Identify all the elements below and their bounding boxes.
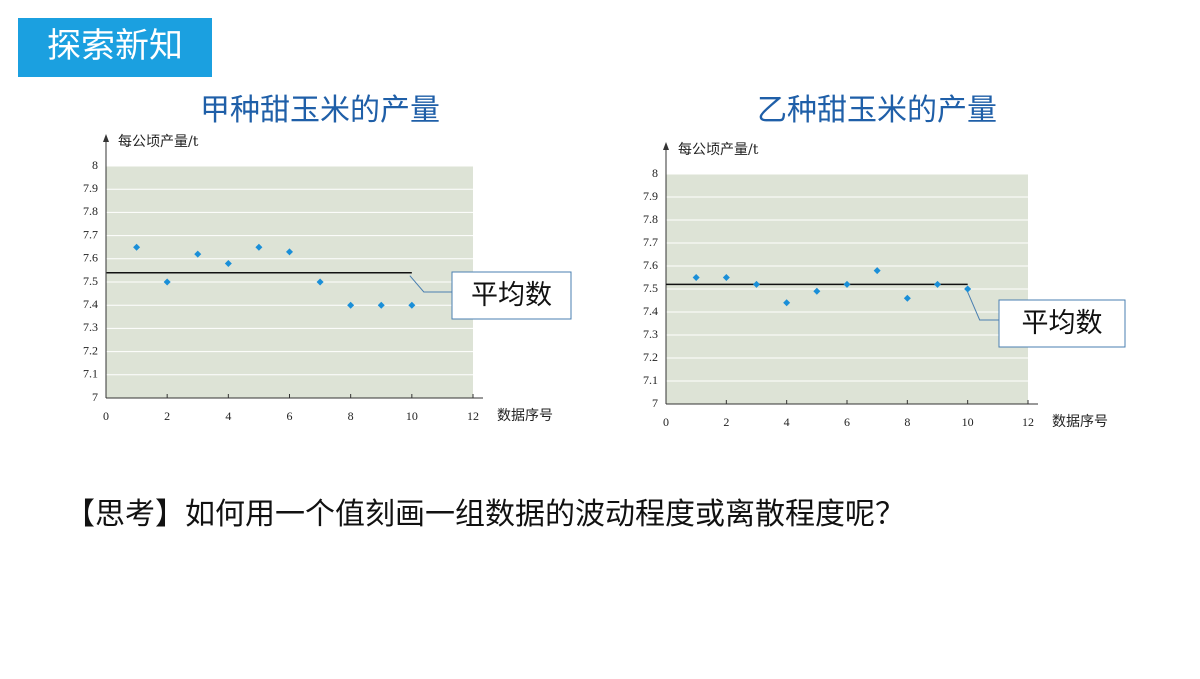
point bbox=[964, 285, 972, 293]
question: 【思考】如何用一个值刻画一组数据的波动程度或离散程度呢？ bbox=[65, 497, 905, 532]
callout-label: 平均数 bbox=[471, 280, 552, 311]
point bbox=[692, 274, 700, 281]
x-tick-label: 8 bbox=[348, 409, 354, 423]
x-tick-label: 2 bbox=[164, 409, 170, 423]
callout-line bbox=[409, 275, 452, 293]
point bbox=[903, 294, 911, 302]
x-axis-label: 数据序号 bbox=[497, 408, 553, 424]
y-axis-label: 每公顷产量/t bbox=[118, 134, 199, 150]
point bbox=[163, 278, 171, 286]
y-tick-label: 8 bbox=[652, 166, 658, 180]
x-tick-label: 4 bbox=[784, 415, 790, 429]
point bbox=[255, 243, 263, 251]
y-tick-label: 7 bbox=[92, 390, 98, 404]
header-title: 探索新知 bbox=[47, 26, 183, 66]
header-box bbox=[18, 18, 212, 77]
point bbox=[316, 278, 324, 286]
y-tick-label: 7.2 bbox=[83, 343, 98, 357]
callout-label: 平均数 bbox=[1022, 308, 1103, 339]
y-tick-label: 7.9 bbox=[643, 189, 658, 203]
callout-box bbox=[998, 299, 1126, 348]
x-tick-label: 8 bbox=[904, 415, 910, 429]
y-tick-label: 7 bbox=[652, 396, 658, 410]
y-tick-label: 7.9 bbox=[83, 181, 98, 195]
point bbox=[843, 280, 851, 288]
y-tick-label: 7.8 bbox=[643, 212, 658, 226]
y-axis-label: 每公顷产量/t bbox=[678, 142, 759, 158]
point bbox=[873, 267, 881, 275]
callout-line bbox=[965, 287, 999, 321]
point bbox=[286, 248, 293, 256]
point bbox=[133, 243, 141, 251]
point bbox=[377, 301, 385, 309]
x-tick-label: 10 bbox=[962, 415, 974, 429]
point bbox=[813, 287, 821, 295]
y-tick-label: 7.3 bbox=[643, 327, 658, 341]
point bbox=[722, 274, 730, 281]
point bbox=[753, 280, 760, 288]
x-axis-label: 数据序号 bbox=[1052, 414, 1108, 430]
y-arrow bbox=[663, 142, 669, 150]
y-tick-label: 7.7 bbox=[83, 227, 98, 241]
x-tick-label: 4 bbox=[225, 409, 231, 423]
point bbox=[934, 280, 941, 288]
y-arrow bbox=[103, 134, 109, 142]
chart-title: 乙种甜玉米的产量 bbox=[757, 93, 997, 128]
x-tick-label: 0 bbox=[663, 415, 669, 429]
point bbox=[783, 299, 791, 307]
y-tick-label: 7.2 bbox=[643, 350, 658, 364]
x-tick-label: 6 bbox=[287, 409, 293, 423]
point bbox=[194, 250, 202, 258]
y-tick-label: 7.8 bbox=[83, 204, 98, 218]
y-tick-label: 7.6 bbox=[83, 251, 98, 265]
x-tick-label: 2 bbox=[723, 415, 729, 429]
x-tick-label: 6 bbox=[844, 415, 850, 429]
x-tick-label: 12 bbox=[1022, 415, 1034, 429]
y-tick-label: 7.4 bbox=[83, 297, 98, 311]
point bbox=[347, 301, 355, 309]
y-tick-label: 7.4 bbox=[643, 304, 658, 318]
y-tick-label: 7.6 bbox=[643, 258, 658, 272]
y-tick-label: 7.7 bbox=[643, 235, 658, 249]
callout-box bbox=[451, 271, 572, 320]
y-tick-label: 8 bbox=[92, 158, 98, 172]
x-tick-label: 10 bbox=[406, 409, 418, 423]
point bbox=[408, 301, 416, 309]
y-tick-label: 7.5 bbox=[83, 274, 98, 288]
y-tick-label: 7.1 bbox=[643, 373, 658, 387]
y-tick-label: 7.3 bbox=[83, 320, 98, 334]
x-tick-label: 0 bbox=[103, 409, 109, 423]
y-tick-label: 7.1 bbox=[83, 367, 98, 381]
point bbox=[224, 259, 232, 267]
y-tick-label: 7.5 bbox=[643, 281, 658, 295]
x-tick-label: 12 bbox=[467, 409, 479, 423]
chart-title: 甲种甜玉米的产量 bbox=[200, 93, 440, 128]
